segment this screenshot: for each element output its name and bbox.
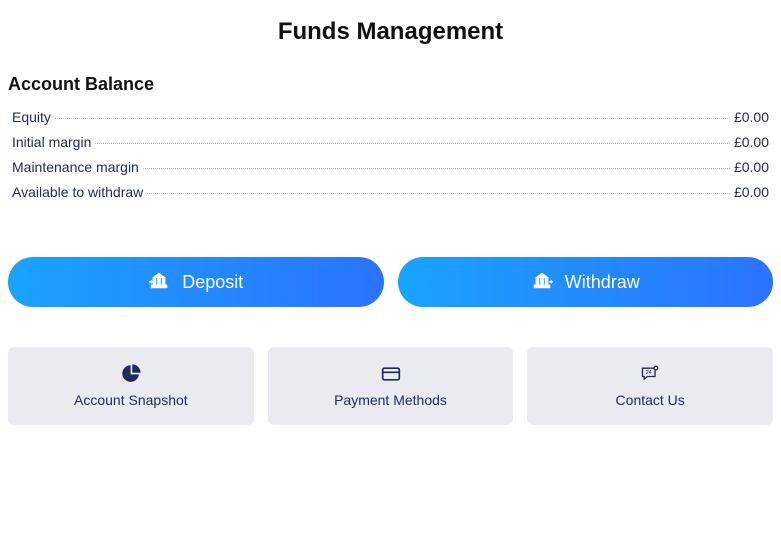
account-snapshot-card[interactable]: Account Snapshot xyxy=(8,347,254,425)
card-row: Account Snapshot Payment Methods 24 Cont… xyxy=(8,347,773,425)
balance-value-initial-margin: £0.00 xyxy=(734,132,769,153)
balance-value-maintenance-margin: £0.00 xyxy=(734,157,769,178)
svg-text:24: 24 xyxy=(646,370,652,376)
balance-row: Maintenance margin £0.00 xyxy=(12,157,769,178)
balance-row: Initial margin £0.00 xyxy=(12,132,769,153)
balance-label-maintenance-margin: Maintenance margin xyxy=(12,157,139,178)
bank-in-icon xyxy=(148,269,170,296)
bank-out-icon xyxy=(531,269,553,296)
dots-divider xyxy=(55,118,730,119)
deposit-button-label: Deposit xyxy=(182,272,243,293)
dots-divider xyxy=(143,168,730,169)
balance-value-available-withdraw: £0.00 xyxy=(734,182,769,203)
chat-24-icon: 24 xyxy=(640,364,660,384)
page-title: Funds Management xyxy=(8,18,773,46)
balance-list: Equity £0.00 Initial margin £0.00 Mainte… xyxy=(8,107,773,203)
contact-us-label: Contact Us xyxy=(616,392,685,408)
deposit-button[interactable]: Deposit xyxy=(8,257,384,307)
balance-value-equity: £0.00 xyxy=(734,107,769,128)
account-snapshot-label: Account Snapshot xyxy=(74,392,188,408)
withdraw-button[interactable]: Withdraw xyxy=(398,257,774,307)
contact-us-card[interactable]: 24 Contact Us xyxy=(527,347,773,425)
balance-label-initial-margin: Initial margin xyxy=(12,132,91,153)
pie-chart-icon xyxy=(121,364,141,384)
balance-row: Available to withdraw £0.00 xyxy=(12,182,769,203)
withdraw-button-label: Withdraw xyxy=(565,272,640,293)
payment-methods-label: Payment Methods xyxy=(334,392,447,408)
account-balance-heading: Account Balance xyxy=(8,74,773,95)
credit-card-icon xyxy=(381,364,401,384)
balance-label-equity: Equity xyxy=(12,107,51,128)
dots-divider xyxy=(147,193,730,194)
balance-label-available-withdraw: Available to withdraw xyxy=(12,182,143,203)
action-buttons-row: Deposit Withdraw xyxy=(8,257,773,307)
payment-methods-card[interactable]: Payment Methods xyxy=(268,347,514,425)
dots-divider xyxy=(95,143,730,144)
balance-row: Equity £0.00 xyxy=(12,107,769,128)
